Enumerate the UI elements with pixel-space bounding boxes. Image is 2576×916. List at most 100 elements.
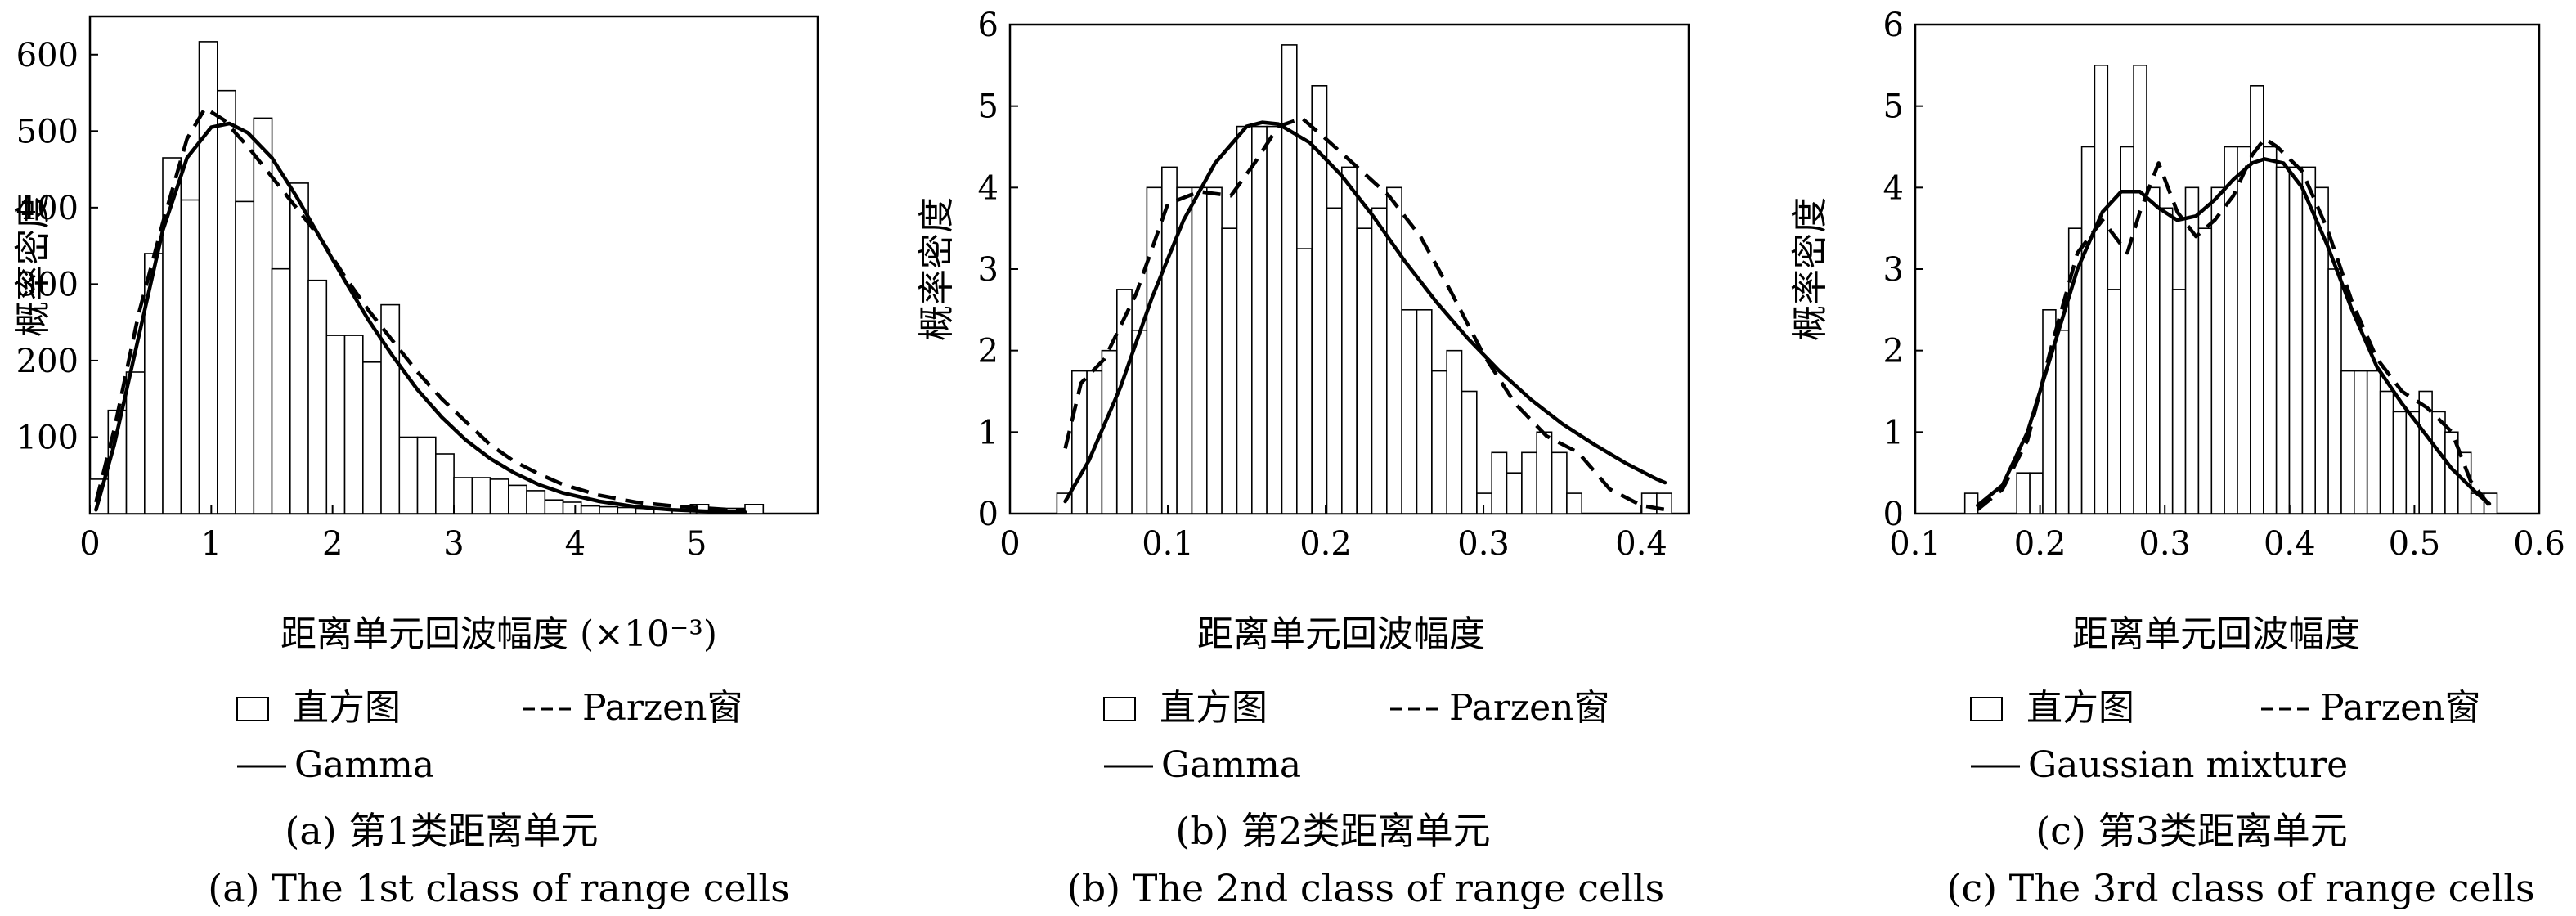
histogram-bar (2263, 146, 2278, 514)
x-tick-label: 0.4 (2264, 525, 2316, 563)
y-tick-label: 0 (978, 496, 999, 533)
x-tick-label: 0.2 (2014, 525, 2067, 563)
x-tick-label: 0.1 (1889, 525, 1941, 563)
histogram-bar (2275, 166, 2291, 514)
histogram-bar (2159, 207, 2174, 514)
histogram-bar (2237, 146, 2251, 514)
histogram-bar (1566, 492, 1583, 514)
histogram-bar (1326, 207, 1343, 514)
panel-c-ticks: 0.1 0.2 0.3 0.4 0.5 0.6 0 1 2 3 4 5 6 (1883, 7, 2565, 563)
y-tick-label: 500 (16, 113, 79, 150)
histogram-bar (2029, 472, 2044, 514)
x-tick-label: 0.1 (1142, 525, 1194, 563)
series-line-parzen (1976, 137, 2491, 511)
histogram-bar (1416, 308, 1433, 514)
panel-b-caption-cn: (b) 第2类距离单元 (1175, 809, 1490, 853)
panel-a-xlabel: 距离单元回波幅度 (×10⁻³) (280, 613, 717, 655)
histogram-bar (1341, 166, 1358, 514)
panel-b-caption-en: (b) The 2nd class of range cells (1067, 866, 1665, 910)
histogram-bar (2120, 146, 2134, 514)
histogram-bar (1146, 186, 1163, 514)
histogram-bar (2379, 390, 2394, 514)
histogram-bar (253, 117, 273, 514)
histogram-bar (125, 371, 146, 514)
histogram-bar (1461, 390, 1478, 514)
x-tick-label: 0.5 (2389, 525, 2441, 563)
series-line-parzen (1063, 116, 1666, 512)
x-tick-label: 2 (322, 525, 343, 563)
y-tick-label: 400 (16, 190, 79, 227)
legend-parzen-label: Parzen窗 (582, 687, 743, 729)
series-line-fit (1976, 157, 2492, 508)
x-tick-label: 4 (565, 525, 586, 563)
x-tick-label: 0.4 (1615, 525, 1667, 563)
y-tick-label: 3 (978, 251, 999, 289)
histogram-bar (1251, 125, 1268, 514)
y-tick-label: 6 (1883, 7, 1904, 44)
histogram-bar (1116, 289, 1133, 514)
legend-parzen-label: Parzen窗 (1449, 687, 1609, 729)
histogram-bar (2354, 370, 2368, 514)
panel-c-caption-en: (c) The 3rd class of range cells (1946, 866, 2534, 910)
legend-histogram-label: 直方图 (293, 687, 401, 729)
histogram-bar (2080, 146, 2096, 514)
y-tick-label: 0 (1883, 496, 1904, 533)
legend-gaussian-label: Gaussian mixture (2028, 744, 2348, 786)
x-tick-label: 0.3 (2138, 525, 2191, 563)
histogram-bar (1086, 370, 1103, 514)
histogram-bar (1401, 308, 1418, 514)
histogram-bar (2171, 289, 2187, 514)
histogram-bar (1431, 370, 1448, 514)
histogram-bar (216, 89, 236, 514)
histogram-bar (1446, 349, 1463, 514)
histogram-bar (580, 505, 600, 514)
histogram-bar (2210, 186, 2226, 514)
histogram-bar (2405, 411, 2421, 514)
x-tick-label: 1 (201, 525, 222, 563)
x-tick-label: 0.3 (1457, 525, 1510, 563)
histogram-bar (343, 335, 364, 514)
legend-gamma-label: Gamma (294, 744, 434, 786)
x-tick-label: 0 (79, 525, 100, 563)
histogram-bar (2366, 370, 2381, 514)
panel-a-caption-en: (a) The 1st class of range cells (208, 866, 790, 910)
histogram-bar (325, 335, 346, 514)
legend-parzen-label: Parzen窗 (2320, 687, 2480, 729)
histogram-bar (2094, 65, 2109, 514)
histogram-bar (1536, 431, 1553, 514)
panel-b-xlabel: 距离单元回波幅度 (1197, 613, 1485, 655)
legend-histogram-swatch (236, 697, 269, 721)
x-tick-label: 0.6 (2513, 525, 2565, 563)
histogram-bar (1281, 44, 1298, 514)
histogram-bar (2197, 227, 2213, 514)
histogram-bar (1296, 248, 1313, 514)
panel-b-ylabel: 概率密度 (916, 197, 958, 341)
y-tick-label: 4 (1883, 169, 1904, 207)
panel-b-curves (1063, 116, 1667, 512)
histogram-bar (2392, 411, 2408, 514)
histogram-bar (1176, 186, 1193, 514)
histogram-bar (1521, 451, 1538, 514)
histogram-bar (1356, 227, 1373, 514)
y-tick-label: 2 (1883, 333, 1904, 370)
histogram-bar (507, 484, 527, 514)
histogram-bar (1206, 186, 1223, 514)
histogram-bar (744, 503, 765, 514)
histogram-bar (562, 501, 582, 514)
histogram-bar (1131, 329, 1148, 514)
histogram-bar (1191, 186, 1208, 514)
histogram-bar (2327, 268, 2342, 514)
x-tick-label: 5 (686, 525, 707, 563)
histogram-bar (1266, 125, 1283, 514)
legend-histogram-swatch (1970, 697, 2003, 721)
histogram-bar (1656, 492, 1673, 514)
panel-b-ticks: 0 0.1 0.2 0.3 0.4 0 1 2 3 4 5 6 (978, 7, 1667, 563)
histogram-bar (361, 361, 382, 514)
histogram-bar (180, 199, 200, 514)
panel-c-ylabel: 概率密度 (1789, 197, 1831, 341)
y-tick-label: 100 (16, 419, 79, 456)
histogram-bar (1506, 472, 1523, 514)
panel-b: 0 0.1 0.2 0.3 0.4 0 1 2 3 4 5 6 概率密度 距离单元回波幅度 直方图 P… (916, 7, 1690, 910)
histogram-bar (2431, 411, 2446, 514)
histogram-bar (2133, 65, 2147, 514)
